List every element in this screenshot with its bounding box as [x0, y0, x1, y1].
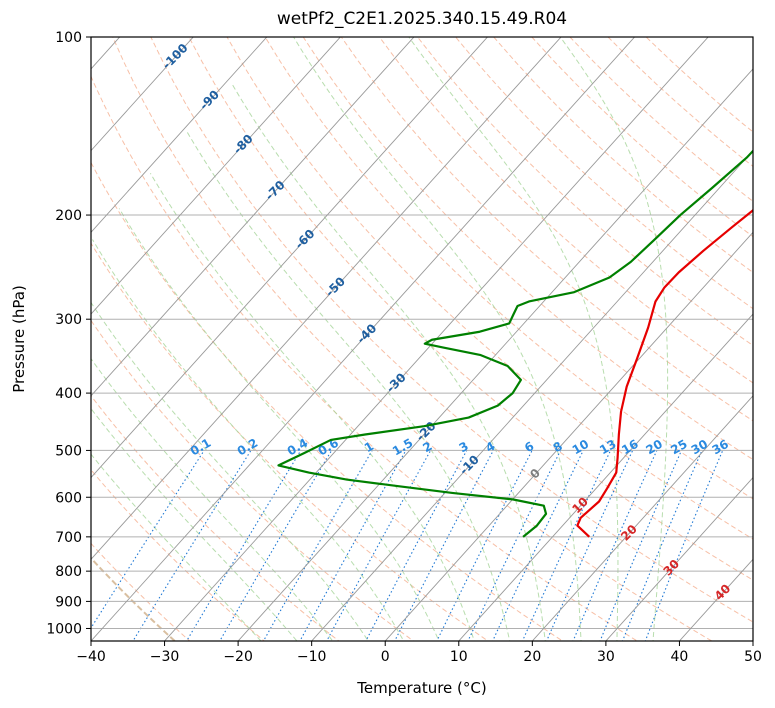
- isotherm--90: [91, 37, 268, 234]
- moist-adiabat-10: [149, 173, 475, 641]
- isotherm-10: [458, 313, 753, 641]
- x-tick-label: −30: [150, 649, 180, 665]
- plot-frame: [90, 36, 754, 642]
- x-tick-label: 10: [450, 649, 468, 665]
- dry-adiabat-80: [264, 37, 753, 500]
- isotherm--60: [91, 37, 489, 479]
- x-axis: −40 −30 −20 −10 0 10 20 30 40 50: [76, 641, 762, 665]
- moist-adiabat-15: [186, 132, 511, 641]
- isotherms: [91, 37, 753, 641]
- y-tick-label: 400: [55, 386, 82, 402]
- y-tick-label: 800: [55, 564, 82, 580]
- x-tick-label: 30: [597, 649, 615, 665]
- isotherm--40: [91, 37, 636, 641]
- dry-adiabat-40: [112, 37, 713, 641]
- isotherm--100: [91, 37, 194, 152]
- dry-adiabat--10: [91, 394, 340, 641]
- dry-adiabat-10: [91, 242, 489, 641]
- y-tick-label: 900: [55, 594, 82, 610]
- dry-adiabat-110: [378, 37, 753, 384]
- isotherm--20: [237, 68, 753, 641]
- moist-adiabats: [91, 37, 669, 641]
- y-tick-label: 1000: [46, 621, 82, 637]
- x-tick-label: −40: [76, 649, 106, 665]
- dry-adiabat-50: [150, 37, 753, 623]
- x-tick-label: 0: [381, 649, 390, 665]
- y-tick-label: 200: [55, 208, 82, 224]
- isotherm--50: [91, 37, 562, 560]
- dry-adiabat-90: [302, 37, 753, 461]
- moist-adiabat--20: [91, 453, 262, 641]
- isotherm-0: [384, 231, 753, 641]
- y-axis: 1000 900 800 700 600 500 400 300 200 100: [46, 30, 91, 637]
- moist-adiabat--15: [91, 407, 298, 641]
- dry-adiabat-20: [91, 161, 564, 641]
- isotherm-20: [531, 395, 753, 641]
- temperature-profile: [576, 208, 753, 538]
- moist-adiabat-5: [118, 208, 440, 641]
- isotherm-30: [605, 476, 753, 641]
- dry-adiabat-60: [188, 37, 753, 581]
- x-tick-label: −10: [297, 649, 327, 665]
- y-tick-label: 600: [55, 490, 82, 506]
- x-tick-label: 50: [744, 649, 762, 665]
- y-tick-label: 100: [55, 30, 82, 46]
- isotherm--70: [91, 37, 415, 397]
- x-tick-label: 40: [671, 649, 689, 665]
- moist-adiabat--5: [91, 301, 369, 641]
- x-axis-title: Temperature (°C): [356, 679, 486, 697]
- x-tick-label: −20: [223, 649, 253, 665]
- chart-title: wetPf2_C2E1.2025.340.15.49.R04: [277, 9, 567, 29]
- profiles: [277, 149, 753, 538]
- dry-adiabat-30: [91, 75, 639, 641]
- moist-adiabat-20: [231, 83, 546, 641]
- dry-adiabat-130: [454, 37, 753, 310]
- x-tick-label: 20: [523, 649, 541, 665]
- y-tick-label: 500: [55, 443, 82, 459]
- moist-adiabat--10: [91, 357, 334, 641]
- y-tick-label: 300: [55, 312, 82, 328]
- isotherm--10: [311, 149, 753, 641]
- dry-adiabats: [91, 37, 753, 641]
- isotherm--80: [91, 37, 341, 315]
- isobar-gridlines: [91, 37, 753, 629]
- y-axis-title: Pressure (hPa): [10, 285, 28, 393]
- isotherm--30: [163, 37, 709, 641]
- y-tick-label: 700: [55, 530, 82, 546]
- dry-adiabat--20: [91, 469, 266, 641]
- moist-adiabat-0: [92, 239, 405, 641]
- dry-adiabat-120: [416, 37, 753, 347]
- dewpoint-profile: [277, 149, 753, 538]
